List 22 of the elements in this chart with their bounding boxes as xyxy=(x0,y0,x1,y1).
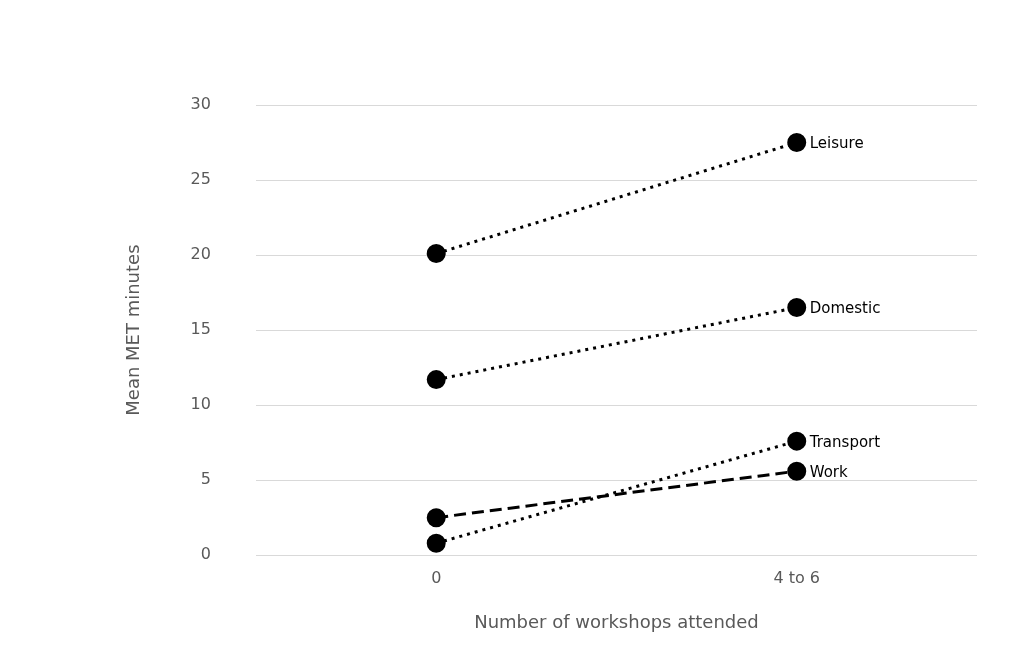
y-tick-label: 15 xyxy=(190,319,211,339)
point xyxy=(787,133,807,153)
series-label: Work xyxy=(809,463,849,482)
y-tick-label: 0 xyxy=(200,544,211,564)
series-label: Domestic xyxy=(809,299,881,318)
y-tick-label: 5 xyxy=(200,469,211,489)
series-label: Leisure xyxy=(809,134,864,153)
series-label: Transport xyxy=(808,433,881,452)
point xyxy=(787,461,807,481)
point xyxy=(426,244,446,264)
y-tick-label: 30 xyxy=(190,94,211,114)
y-tick-label: 25 xyxy=(190,169,211,189)
x-axis-title: Number of workshops attended xyxy=(474,610,759,632)
x-tick-label: 4 to 6 xyxy=(773,567,821,587)
y-tick-label: 20 xyxy=(190,244,211,264)
point xyxy=(426,533,446,553)
y-tick-label: 10 xyxy=(190,394,211,414)
point xyxy=(787,431,807,451)
point xyxy=(787,298,807,318)
point xyxy=(426,370,446,390)
point xyxy=(426,508,446,528)
y-axis-title: Mean MET minutes xyxy=(122,244,144,416)
